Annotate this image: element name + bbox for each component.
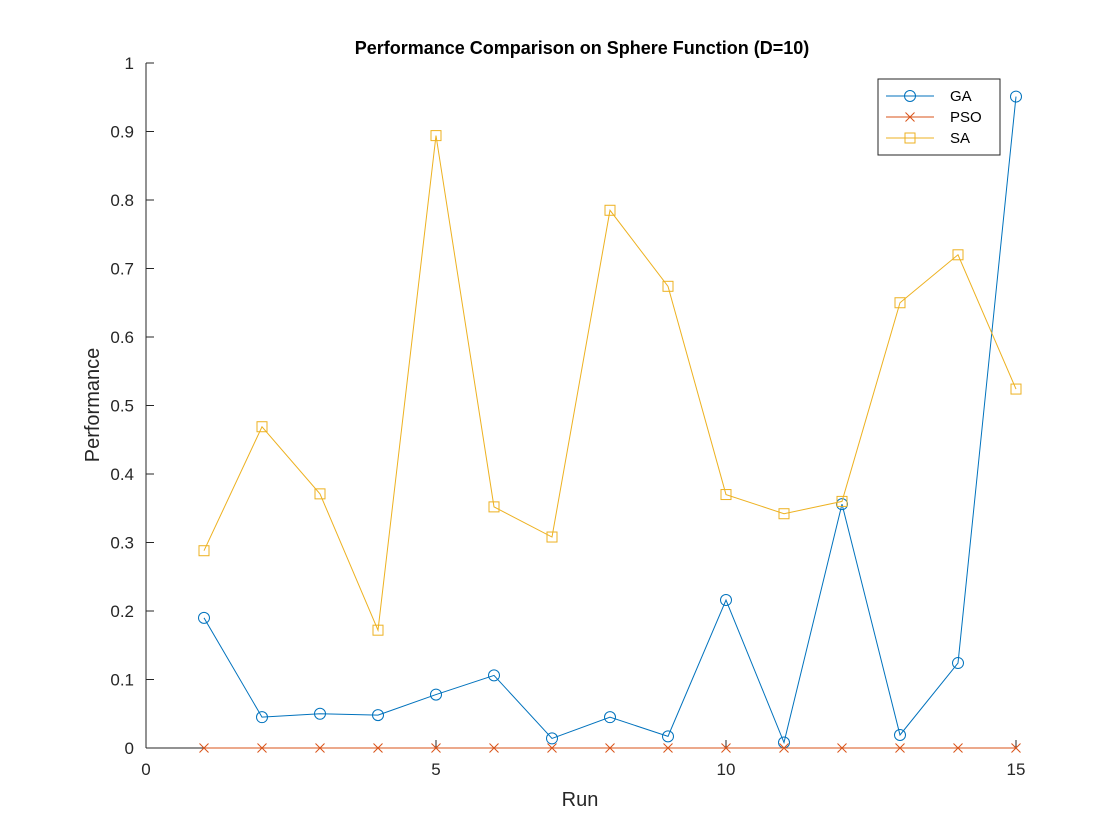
data-point-sa — [662, 280, 674, 292]
y-tick-label: 0.5 — [110, 397, 134, 416]
data-point-pso — [489, 743, 499, 753]
data-point-sa — [198, 545, 210, 557]
x-axis-label: Run — [562, 789, 599, 811]
x-tick-label: 5 — [431, 760, 440, 779]
legend-item-pso: PSO — [886, 109, 982, 126]
series-pso — [199, 743, 1021, 753]
legend-marker-sa — [904, 132, 916, 144]
y-tick-label: 0.9 — [110, 123, 134, 142]
legend: GA PSO SA — [877, 78, 1001, 156]
data-point-pso — [257, 743, 267, 753]
data-point-ga — [546, 732, 558, 745]
data-point-sa — [778, 508, 790, 520]
data-point-pso — [199, 743, 209, 753]
x-tick-label: 15 — [1007, 760, 1026, 779]
y-tick-label: 0.6 — [110, 328, 134, 347]
series-line-ga — [203, 96, 1017, 745]
data-point-ga — [952, 657, 964, 670]
legend-marker-pso — [905, 112, 915, 122]
data-point-sa — [430, 130, 442, 142]
data-point-sa — [894, 297, 906, 309]
data-point-ga — [662, 730, 674, 743]
y-tick-label: 1 — [125, 54, 134, 73]
series-sa — [198, 130, 1022, 636]
data-point-pso — [431, 743, 441, 753]
data-point-pso — [547, 743, 557, 753]
data-point-ga — [256, 711, 268, 724]
y-tick-label: 0.7 — [110, 260, 134, 279]
y-tick-label: 0.2 — [110, 602, 134, 621]
legend-item-sa: SA — [886, 130, 970, 147]
legend-label-ga: GA — [950, 88, 972, 105]
data-point-pso — [953, 743, 963, 753]
series-layer — [198, 90, 1022, 753]
legend-label-sa: SA — [950, 130, 970, 147]
data-point-pso — [837, 743, 847, 753]
legend-label-pso: PSO — [950, 109, 982, 126]
y-tick-label: 0.3 — [110, 534, 134, 553]
data-point-sa — [546, 531, 558, 543]
data-point-ga — [720, 594, 732, 607]
data-point-sa — [256, 421, 268, 433]
y-axis-label: Performance — [82, 348, 104, 463]
data-point-sa — [372, 624, 384, 636]
data-point-ga — [314, 707, 326, 720]
series-line-sa — [203, 135, 1017, 633]
data-point-pso — [315, 743, 325, 753]
data-point-sa — [604, 204, 616, 216]
data-point-ga — [894, 728, 906, 741]
data-point-sa — [1010, 383, 1022, 395]
data-point-sa — [488, 501, 500, 513]
legend-marker-ga — [904, 90, 916, 102]
data-point-sa — [314, 488, 326, 500]
x-tick-label: 10 — [717, 760, 736, 779]
data-point-sa — [952, 249, 964, 261]
data-point-pso — [663, 743, 673, 753]
data-point-ga — [1010, 90, 1022, 103]
y-tick-label: 0.1 — [110, 671, 134, 690]
data-point-ga — [372, 709, 384, 722]
data-point-ga — [604, 711, 616, 724]
y-tick-label: 0.4 — [110, 465, 134, 484]
data-point-sa — [836, 495, 848, 507]
chart-title: Performance Comparison on Sphere Functio… — [355, 38, 810, 58]
y-tick-label: 0 — [125, 739, 134, 758]
y-tick-label: 0.8 — [110, 191, 134, 210]
plot-axes: 0 5 10 15 0 0.1 0.2 0.3 0.4 0.5 0.6 0.7 0.8 0.9 1 — [110, 54, 1025, 779]
data-point-pso — [605, 743, 615, 753]
data-point-pso — [779, 743, 789, 753]
data-point-pso — [1011, 743, 1021, 753]
data-point-ga — [488, 669, 500, 682]
legend-item-ga: GA — [886, 88, 972, 105]
series-ga — [198, 90, 1022, 749]
data-point-pso — [721, 743, 731, 753]
data-point-ga — [430, 688, 442, 701]
x-tick-label: 0 — [141, 760, 150, 779]
data-point-pso — [895, 743, 905, 753]
data-point-ga — [198, 611, 210, 624]
data-point-sa — [720, 489, 732, 501]
data-point-pso — [373, 743, 383, 753]
